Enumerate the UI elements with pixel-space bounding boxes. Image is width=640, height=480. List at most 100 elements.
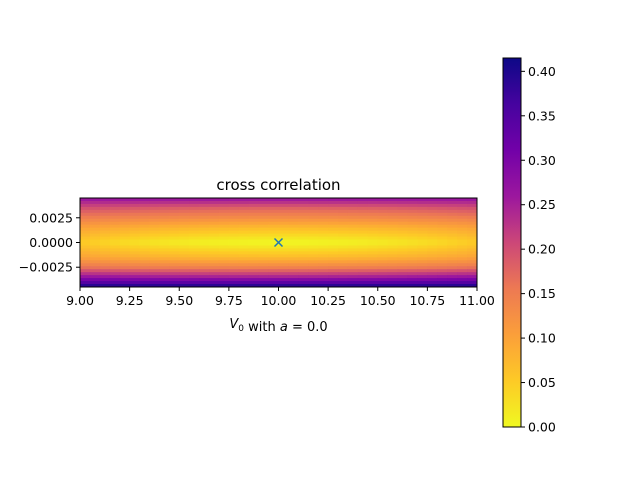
- heatmap-cell: [199, 257, 210, 261]
- heatmap-cell: [159, 227, 170, 232]
- x-tick-label: 11.00: [459, 293, 495, 308]
- heatmap-cell: [258, 284, 270, 287]
- heatmap-cell: [457, 281, 468, 285]
- heatmap-cell: [377, 278, 389, 282]
- heatmap-cell: [338, 212, 349, 217]
- heatmap-cell: [179, 254, 190, 258]
- heatmap-cell: [268, 236, 280, 241]
- heatmap-cell: [268, 260, 280, 264]
- heatmap-cell: [228, 227, 240, 232]
- heatmap-cell: [228, 281, 240, 285]
- heatmap-cell: [417, 248, 428, 252]
- heatmap-cell: [258, 200, 270, 205]
- heatmap-cell: [218, 198, 230, 202]
- heatmap-cell: [417, 200, 428, 205]
- heatmap-cell: [397, 254, 409, 258]
- heatmap-cell: [278, 275, 290, 279]
- heatmap-cell: [159, 242, 170, 247]
- heatmap-cell: [109, 206, 121, 211]
- heatmap-cell: [159, 278, 170, 282]
- heatmap-cell: [387, 203, 399, 208]
- heatmap-cell: [80, 275, 91, 279]
- heatmap-cell: [139, 248, 151, 252]
- heatmap-cell: [367, 251, 379, 255]
- heatmap-cell: [338, 206, 349, 211]
- heatmap-cell: [258, 203, 270, 208]
- heatmap-cell: [357, 203, 369, 208]
- heatmap-cell: [209, 224, 220, 229]
- heatmap-cell: [179, 284, 190, 287]
- heatmap-cell: [417, 266, 428, 270]
- heatmap-cell: [129, 260, 141, 264]
- heatmap-cell: [278, 245, 290, 250]
- heatmap-cell: [149, 272, 160, 276]
- heatmap-cell: [467, 203, 477, 208]
- heatmap-cell: [80, 272, 91, 276]
- heatmap-cell: [318, 209, 329, 214]
- heatmap-cell: [129, 236, 141, 241]
- heatmap-cell: [387, 278, 399, 282]
- heatmap-cell: [377, 233, 389, 238]
- heatmap-cell: [308, 198, 319, 202]
- heatmap-cell: [397, 200, 409, 205]
- heatmap-cell: [89, 227, 101, 232]
- heatmap-cell: [288, 203, 299, 208]
- heatmap-cell: [407, 239, 419, 244]
- heatmap-cell: [417, 233, 428, 238]
- heatmap-cell: [417, 236, 428, 241]
- heatmap-cell: [288, 245, 299, 250]
- heatmap-cell: [347, 209, 359, 214]
- heatmap-cell: [159, 248, 170, 252]
- heatmap-cell: [218, 251, 230, 255]
- heatmap-cell: [169, 245, 180, 250]
- heatmap-cell: [427, 260, 438, 264]
- heatmap-cell: [347, 227, 359, 232]
- x-tick-label: 10.50: [360, 293, 396, 308]
- heatmap-cell: [318, 251, 329, 255]
- heatmap-cell: [457, 200, 468, 205]
- heatmap-cell: [467, 224, 477, 229]
- heatmap-cell: [298, 254, 309, 258]
- heatmap-cell: [80, 254, 91, 258]
- heatmap-cell: [159, 209, 170, 214]
- heatmap-cell: [308, 275, 319, 279]
- heatmap-cell: [159, 224, 170, 229]
- heatmap-cell: [268, 227, 280, 232]
- heatmap-cell: [179, 275, 190, 279]
- heatmap-cell: [99, 269, 111, 273]
- heatmap-cell: [298, 251, 309, 255]
- heatmap-cell: [99, 257, 111, 261]
- heatmap-cell: [397, 218, 409, 223]
- heatmap-cell: [338, 275, 349, 279]
- heatmap-cell: [189, 224, 200, 229]
- heatmap-cell: [248, 242, 260, 247]
- heatmap-cell: [149, 275, 160, 279]
- heatmap-cell: [169, 233, 180, 238]
- heatmap-cell: [80, 206, 91, 211]
- heatmap-cell: [377, 263, 389, 267]
- heatmap-cell: [278, 284, 290, 287]
- heatmap-cell: [417, 263, 428, 267]
- heatmap-cell: [189, 281, 200, 285]
- heatmap-cell: [427, 236, 438, 241]
- heatmap-cell: [387, 275, 399, 279]
- heatmap-cell: [228, 236, 240, 241]
- heatmap-cell: [139, 269, 151, 273]
- heatmap-cell: [328, 269, 339, 273]
- heatmap-cell: [159, 233, 170, 238]
- heatmap-cell: [397, 263, 409, 267]
- heatmap-cell: [377, 245, 389, 250]
- heatmap-cell: [467, 233, 477, 238]
- heatmap-cell: [298, 206, 309, 211]
- heatmap-cell: [109, 269, 121, 273]
- y-axis: 0.0025 0.0000 −0.0025: [19, 210, 80, 275]
- heatmap-cell: [347, 206, 359, 211]
- heatmap-cell: [328, 212, 339, 217]
- heatmap-cell: [407, 227, 419, 232]
- heatmap-cell: [228, 218, 240, 223]
- heatmap-cell: [238, 269, 250, 273]
- heatmap-cell: [268, 224, 280, 229]
- heatmap-cell: [159, 236, 170, 241]
- heatmap-cell: [318, 233, 329, 238]
- heatmap-cell: [199, 248, 210, 252]
